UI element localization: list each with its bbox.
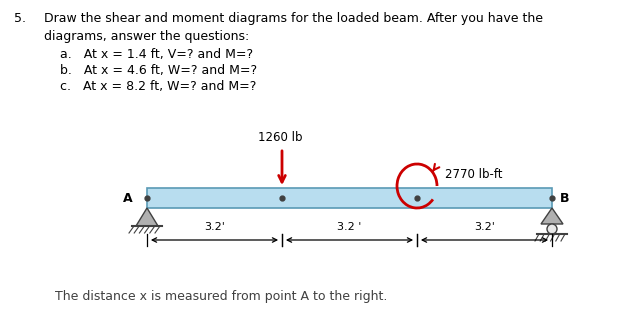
- Text: 3.2': 3.2': [474, 222, 495, 232]
- Text: c.   At x = 8.2 ft, W=? and M=?: c. At x = 8.2 ft, W=? and M=?: [60, 80, 256, 93]
- Polygon shape: [136, 208, 158, 226]
- Text: 2770 lb-ft: 2770 lb-ft: [445, 168, 503, 181]
- Text: a.   At x = 1.4 ft, V=? and M=?: a. At x = 1.4 ft, V=? and M=?: [60, 48, 253, 61]
- Circle shape: [547, 224, 557, 234]
- Text: 5.: 5.: [14, 12, 26, 25]
- Polygon shape: [541, 208, 563, 224]
- Text: A: A: [123, 192, 133, 205]
- Text: The distance x is measured from point A to the right.: The distance x is measured from point A …: [55, 290, 387, 303]
- Text: Draw the shear and moment diagrams for the loaded beam. After you have the: Draw the shear and moment diagrams for t…: [44, 12, 543, 25]
- Text: B: B: [560, 192, 570, 205]
- Text: 1260 lb: 1260 lb: [258, 131, 302, 144]
- Text: b.   At x = 4.6 ft, W=? and M=?: b. At x = 4.6 ft, W=? and M=?: [60, 64, 257, 77]
- Bar: [147, 188, 552, 208]
- Text: diagrams, answer the questions:: diagrams, answer the questions:: [44, 30, 249, 43]
- Text: 3.2': 3.2': [204, 222, 225, 232]
- Text: 3.2 ': 3.2 ': [337, 222, 361, 232]
